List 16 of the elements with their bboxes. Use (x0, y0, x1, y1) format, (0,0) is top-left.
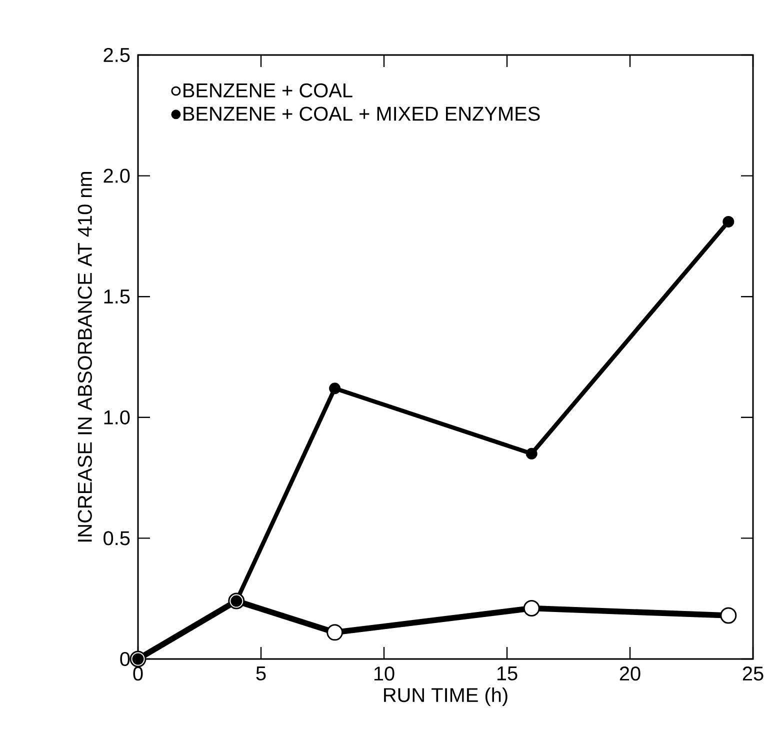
x-tick-label: 0 (133, 666, 143, 681)
y-tick-label: 1.0 (104, 410, 130, 424)
x-tick-label: 15 (497, 666, 518, 680)
x-axis-title: RUN TIME (h) (384, 687, 508, 706)
legend-label: BENZENE + COAL + MIXED ENZYMES (184, 106, 540, 121)
y-tick-label: 2.5 (104, 48, 130, 62)
x-tick-label: 10 (374, 666, 394, 681)
x-tick-label: 5 (256, 666, 266, 680)
y-tick-label: 0.5 (104, 531, 130, 546)
x-tick-label: 20 (620, 666, 640, 681)
y-tick-label: 2.0 (104, 168, 130, 183)
y-axis-title: INCREASE IN ABSORBANCE AT 410 nm (78, 172, 92, 542)
y-tick-label: 0 (120, 652, 130, 666)
legend-label: BENZENE + COAL (184, 83, 352, 98)
x-tick-label: 25 (742, 666, 764, 681)
y-tick-label: 1.5 (104, 290, 130, 304)
